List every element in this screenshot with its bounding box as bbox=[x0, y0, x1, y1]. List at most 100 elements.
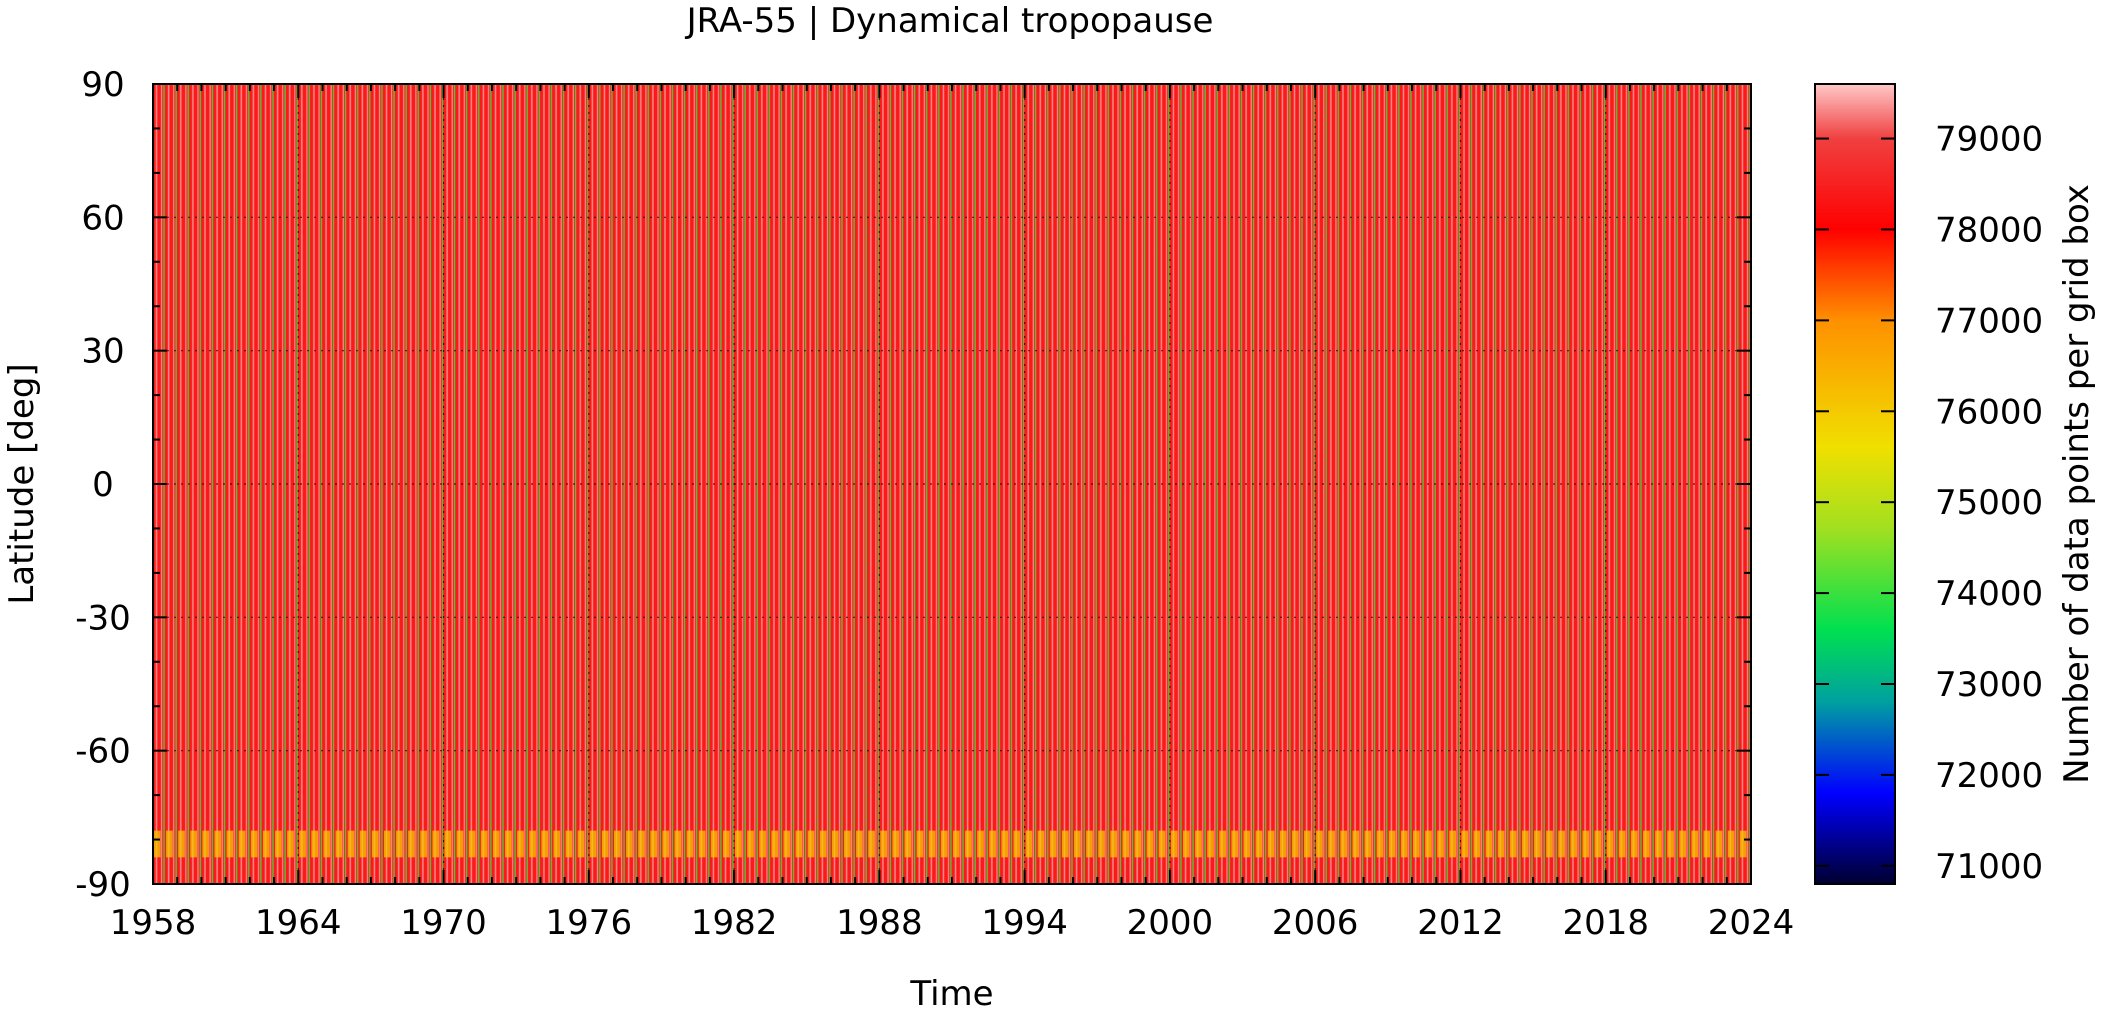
band-cell bbox=[868, 830, 875, 858]
band-cell bbox=[1485, 830, 1493, 858]
band-cell bbox=[638, 830, 645, 858]
band-cell bbox=[1521, 830, 1529, 858]
x-axis: 1958 1964 1970 1976 1982 1988 1994 2000 2006 2012… bbox=[110, 84, 1794, 943]
y-tick-label: -30 bbox=[75, 598, 131, 638]
band-cell bbox=[1546, 830, 1553, 858]
band-cell bbox=[432, 830, 440, 858]
band-cell bbox=[214, 830, 222, 858]
band-cell bbox=[1037, 830, 1045, 858]
band-cell bbox=[1182, 830, 1190, 858]
band-cell bbox=[1110, 830, 1118, 858]
band-cell bbox=[1437, 830, 1444, 858]
band-cell bbox=[553, 830, 561, 858]
band-cell bbox=[480, 830, 488, 858]
band-cell bbox=[698, 830, 706, 858]
band-cell bbox=[965, 830, 972, 858]
band-cell bbox=[1086, 830, 1093, 858]
band-cell bbox=[880, 830, 887, 858]
band-cell bbox=[831, 830, 839, 858]
band-cell bbox=[335, 830, 343, 858]
colorbar: 79000 78000 77000 76000 75000 74000 73000 72000… bbox=[1814, 83, 2097, 887]
band-cell bbox=[1400, 830, 1408, 858]
band-cell bbox=[1255, 830, 1263, 858]
band-cell bbox=[371, 830, 379, 858]
band-cell bbox=[1388, 830, 1396, 858]
band-cell bbox=[468, 830, 476, 858]
band-cell bbox=[722, 830, 730, 858]
band-cell bbox=[1328, 830, 1335, 858]
x-tick-label: 2006 bbox=[1272, 903, 1359, 943]
grid-lines bbox=[153, 84, 1751, 884]
band-cell bbox=[1207, 830, 1214, 858]
x-tick-label: 2018 bbox=[1562, 903, 1649, 943]
band-cell bbox=[1304, 830, 1311, 858]
band-cell bbox=[1497, 830, 1505, 858]
band-cell bbox=[807, 830, 815, 858]
band-cell bbox=[952, 830, 960, 858]
band-cell bbox=[166, 830, 173, 858]
x-tick-label: 2012 bbox=[1417, 903, 1504, 943]
colorbar-tick-label: 74000 bbox=[1935, 574, 2043, 614]
band-cell bbox=[662, 830, 670, 858]
band-cell bbox=[383, 830, 391, 858]
y-tick-label: 0 bbox=[92, 465, 114, 505]
band-cell bbox=[311, 830, 319, 858]
band-cell bbox=[1425, 830, 1432, 858]
x-tick-label: 1994 bbox=[981, 903, 1068, 943]
band-cell bbox=[1316, 830, 1323, 858]
colorbar-tick-label: 73000 bbox=[1935, 665, 2043, 705]
band-cell bbox=[153, 830, 161, 858]
band-cell bbox=[1703, 830, 1711, 858]
band-cell bbox=[759, 830, 766, 858]
band-cell bbox=[1279, 830, 1287, 858]
band-cell bbox=[1098, 830, 1105, 858]
band-cell bbox=[940, 830, 948, 858]
band-cell bbox=[1025, 830, 1033, 858]
y-tick-label: 90 bbox=[81, 65, 124, 105]
band-cell bbox=[1594, 830, 1602, 858]
band-cell bbox=[650, 830, 657, 858]
colorbar-tick-label: 72000 bbox=[1935, 756, 2043, 796]
x-tick-label: 1970 bbox=[400, 903, 487, 943]
x-tick-label: 1982 bbox=[691, 903, 778, 943]
band-cell bbox=[178, 830, 185, 858]
x-tick-label: 1988 bbox=[836, 903, 923, 943]
band-cell bbox=[1158, 830, 1166, 858]
band-cell bbox=[1001, 830, 1009, 858]
band-cell bbox=[420, 830, 427, 858]
y-tick-label: 30 bbox=[81, 332, 124, 372]
band-cell bbox=[916, 830, 924, 858]
band-cell bbox=[226, 830, 234, 858]
y-axis: 90 60 30 0 -30 -60 -90 bbox=[75, 65, 1751, 905]
band-cell bbox=[844, 830, 851, 858]
band-cell bbox=[1691, 830, 1699, 858]
band-cell bbox=[347, 830, 355, 858]
band-cell bbox=[674, 830, 682, 858]
band-cell bbox=[1049, 830, 1057, 858]
band-cell bbox=[577, 830, 585, 858]
band-cell bbox=[1715, 830, 1723, 858]
band-cell bbox=[1606, 830, 1614, 858]
band-cell bbox=[396, 830, 403, 858]
band-cell bbox=[1013, 830, 1021, 858]
band-cell bbox=[262, 830, 270, 858]
band-cell bbox=[1146, 830, 1154, 858]
band-cell bbox=[1473, 830, 1481, 858]
south-polar-band bbox=[153, 830, 1747, 858]
band-cell bbox=[1074, 830, 1081, 858]
band-cell bbox=[323, 830, 331, 858]
band-cell bbox=[928, 830, 936, 858]
band-cell bbox=[1534, 830, 1541, 858]
band-cell bbox=[686, 830, 694, 858]
band-cell bbox=[735, 830, 742, 858]
band-cell bbox=[892, 830, 900, 858]
band-cell bbox=[1449, 830, 1456, 858]
band-cell bbox=[1376, 830, 1384, 858]
band-cell bbox=[456, 830, 464, 858]
x-tick-label: 2000 bbox=[1127, 903, 1214, 943]
band-cell bbox=[601, 830, 609, 858]
band-cell bbox=[1195, 830, 1202, 858]
y-axis-label: Latitude [deg] bbox=[2, 363, 42, 604]
band-cell bbox=[250, 830, 258, 858]
